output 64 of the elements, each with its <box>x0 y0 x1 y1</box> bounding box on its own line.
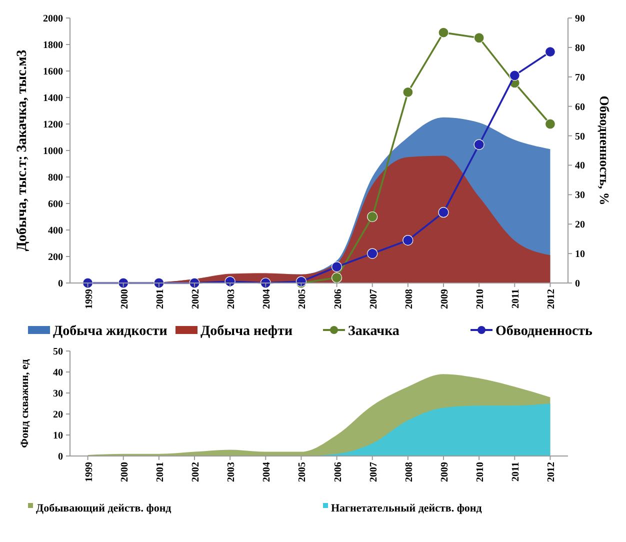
x-tick-label: 2012 <box>546 289 558 309</box>
legend-label: Обводненность <box>496 324 594 340</box>
y-tick-label: 0 <box>58 278 63 290</box>
x-tick-label: 2001 <box>154 289 166 309</box>
y2-tick-label: 90 <box>575 14 585 24</box>
x-tick-label: 2001 <box>154 462 166 482</box>
y-tick-label: 200 <box>48 252 63 263</box>
y2-tick-label: 0 <box>575 278 580 290</box>
x-tick-label: 2003 <box>226 462 238 482</box>
x-tick-label: 2002 <box>190 462 202 482</box>
y2-tick-label: 40 <box>575 160 585 172</box>
y2-tick-label: 50 <box>575 131 585 142</box>
x-tick-label: 2006 <box>332 289 344 309</box>
x-tick-label: 2006 <box>332 462 344 482</box>
y-tick-label: 1600 <box>43 66 63 78</box>
x-tick-label: 2000 <box>119 462 130 482</box>
y-tick-label: 10 <box>53 430 63 442</box>
y-axis-title: Добыча, тыс.т; Закачка, тыс.м3 <box>15 50 30 252</box>
y2-tick-label: 80 <box>575 42 585 54</box>
y-tick-label: 600 <box>48 199 63 210</box>
x-tick-label: 2009 <box>440 289 450 309</box>
x-tick-label: 2007 <box>368 289 380 309</box>
y2-tick-label: 30 <box>575 190 585 202</box>
y-tick-label: 30 <box>53 388 63 400</box>
x-tick-label: 2004 <box>262 289 273 309</box>
y-tick-label: 1400 <box>43 93 63 104</box>
y-tick-label: 1000 <box>43 146 63 157</box>
x-tick-label: 2011 <box>510 462 522 482</box>
x-tick-label: 2010 <box>475 462 486 482</box>
x-tick-label: 2009 <box>440 462 450 482</box>
y-tick-label: 400 <box>48 226 63 236</box>
y-tick-label: 1200 <box>43 120 63 130</box>
x-tick-label: 2012 <box>546 462 558 482</box>
legend-label: Добыча жидкости <box>53 324 168 340</box>
y2-tick-label: 10 <box>575 249 585 260</box>
y-tick-label: 40 <box>53 368 63 378</box>
x-tick-label: 2000 <box>119 289 130 309</box>
x-tick-label: 2008 <box>404 289 415 309</box>
y-axis-title: Фонд скважин, ед <box>19 358 31 448</box>
x-tick-label: 1999 <box>84 289 95 309</box>
y-tick-label: 50 <box>53 346 63 358</box>
y2-tick-label: 70 <box>575 72 585 84</box>
x-tick-label: 2008 <box>404 462 415 482</box>
x-tick-label: 2004 <box>262 462 273 482</box>
x-tick-label: 2005 <box>297 289 308 309</box>
x-tick-label: 1999 <box>84 462 95 482</box>
x-tick-label: 2010 <box>475 289 486 309</box>
y2-tick-label: 20 <box>575 220 585 231</box>
y2-tick-label: 60 <box>575 102 585 113</box>
y-tick-label: 2000 <box>43 14 63 24</box>
y-tick-label: 20 <box>53 410 63 420</box>
x-tick-label: 2003 <box>226 289 238 309</box>
legend-label: Нагнетательный действ. фонд <box>331 502 482 514</box>
y-tick-label: 800 <box>48 172 63 184</box>
legend-label: Добыча нефти <box>200 324 293 340</box>
legend-label: Добывающий действ. фонд <box>36 502 172 514</box>
y-tick-label: 0 <box>58 452 63 462</box>
y2-axis-title: Обводненность, % <box>597 96 612 206</box>
x-tick-label: 2011 <box>510 289 522 308</box>
x-tick-label: 2007 <box>368 462 380 482</box>
y-tick-label: 1800 <box>43 40 63 51</box>
x-tick-label: 2005 <box>297 462 308 482</box>
x-tick-label: 2002 <box>190 289 202 309</box>
legend-label: Закачка <box>348 324 400 340</box>
